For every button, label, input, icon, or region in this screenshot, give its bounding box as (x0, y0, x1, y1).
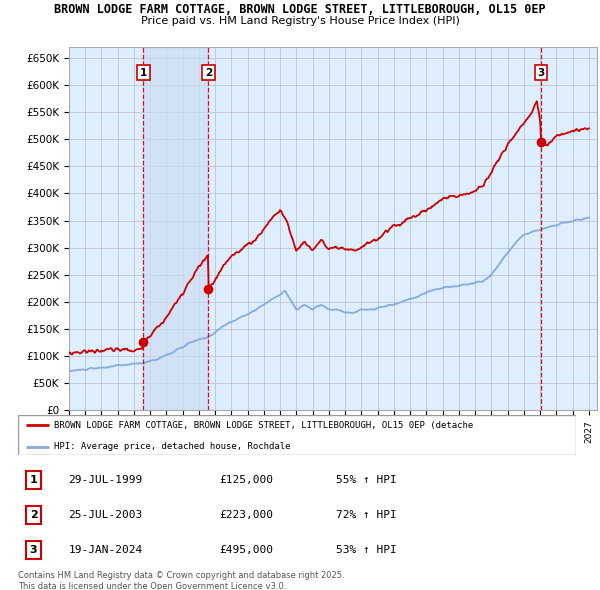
Text: 25-JUL-2003: 25-JUL-2003 (68, 510, 142, 520)
Text: 1: 1 (30, 475, 37, 485)
Text: 2: 2 (205, 68, 212, 78)
Text: Contains HM Land Registry data © Crown copyright and database right 2025.
This d: Contains HM Land Registry data © Crown c… (18, 571, 344, 590)
Text: 1: 1 (140, 68, 147, 78)
Text: BROWN LODGE FARM COTTAGE, BROWN LODGE STREET, LITTLEBOROUGH, OL15 0EP (detache: BROWN LODGE FARM COTTAGE, BROWN LODGE ST… (54, 421, 473, 430)
Text: HPI: Average price, detached house, Rochdale: HPI: Average price, detached house, Roch… (54, 442, 291, 451)
Text: 2: 2 (30, 510, 37, 520)
Text: £223,000: £223,000 (219, 510, 273, 520)
Text: Price paid vs. HM Land Registry's House Price Index (HPI): Price paid vs. HM Land Registry's House … (140, 16, 460, 26)
Text: 3: 3 (538, 68, 545, 78)
Text: 72% ↑ HPI: 72% ↑ HPI (336, 510, 397, 520)
Text: 53% ↑ HPI: 53% ↑ HPI (336, 545, 397, 555)
Text: £495,000: £495,000 (219, 545, 273, 555)
Bar (143, 47, 208, 410)
Text: 19-JAN-2024: 19-JAN-2024 (68, 545, 142, 555)
Text: 3: 3 (30, 545, 37, 555)
Text: BROWN LODGE FARM COTTAGE, BROWN LODGE STREET, LITTLEBOROUGH, OL15 0EP: BROWN LODGE FARM COTTAGE, BROWN LODGE ST… (54, 3, 546, 16)
Text: £125,000: £125,000 (219, 475, 273, 485)
Text: 29-JUL-1999: 29-JUL-1999 (68, 475, 142, 485)
FancyBboxPatch shape (18, 415, 576, 455)
Text: 55% ↑ HPI: 55% ↑ HPI (336, 475, 397, 485)
